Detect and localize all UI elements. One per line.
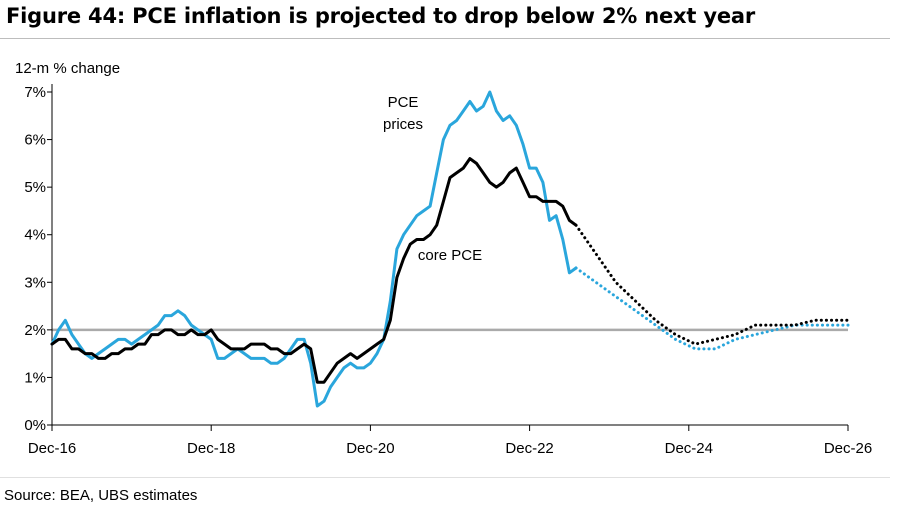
series-line-core-pce [50, 157, 578, 384]
annotation-core-pce: core PCE [418, 247, 482, 264]
title-divider [0, 38, 890, 39]
x-tick-label: Dec-20 [346, 440, 394, 457]
source-divider [0, 477, 890, 478]
source-note: Source: BEA, UBS estimates [4, 487, 198, 504]
x-tick-label: Dec-18 [187, 440, 235, 457]
y-axis-label: 12-m % change [15, 60, 121, 77]
x-tick-label: Dec-24 [665, 440, 713, 457]
y-tick-label: 3% [24, 274, 46, 291]
x-tick-label: Dec-26 [824, 440, 872, 457]
annotation-line: prices [383, 116, 423, 133]
y-tick-label: 2% [24, 322, 46, 339]
x-tick-label: Dec-16 [28, 440, 76, 457]
y-tick-label: 7% [24, 84, 46, 101]
y-tick-label: 1% [24, 369, 46, 386]
annotation-line: core PCE [418, 247, 482, 264]
x-tick-label: Dec-22 [505, 440, 553, 457]
annotation-line: PCE [388, 94, 419, 111]
series-line-pce-prices-forecast [574, 266, 850, 351]
y-tick-label: 6% [24, 132, 46, 149]
annotation-pce-prices: PCE prices [383, 94, 423, 133]
chart-title: Figure 44: PCE inflation is projected to… [6, 4, 756, 28]
y-tick-label: 4% [24, 227, 46, 244]
y-tick-label: 0% [24, 417, 46, 434]
y-tick-label: 5% [24, 179, 46, 196]
series-line-pce-prices [50, 90, 578, 408]
